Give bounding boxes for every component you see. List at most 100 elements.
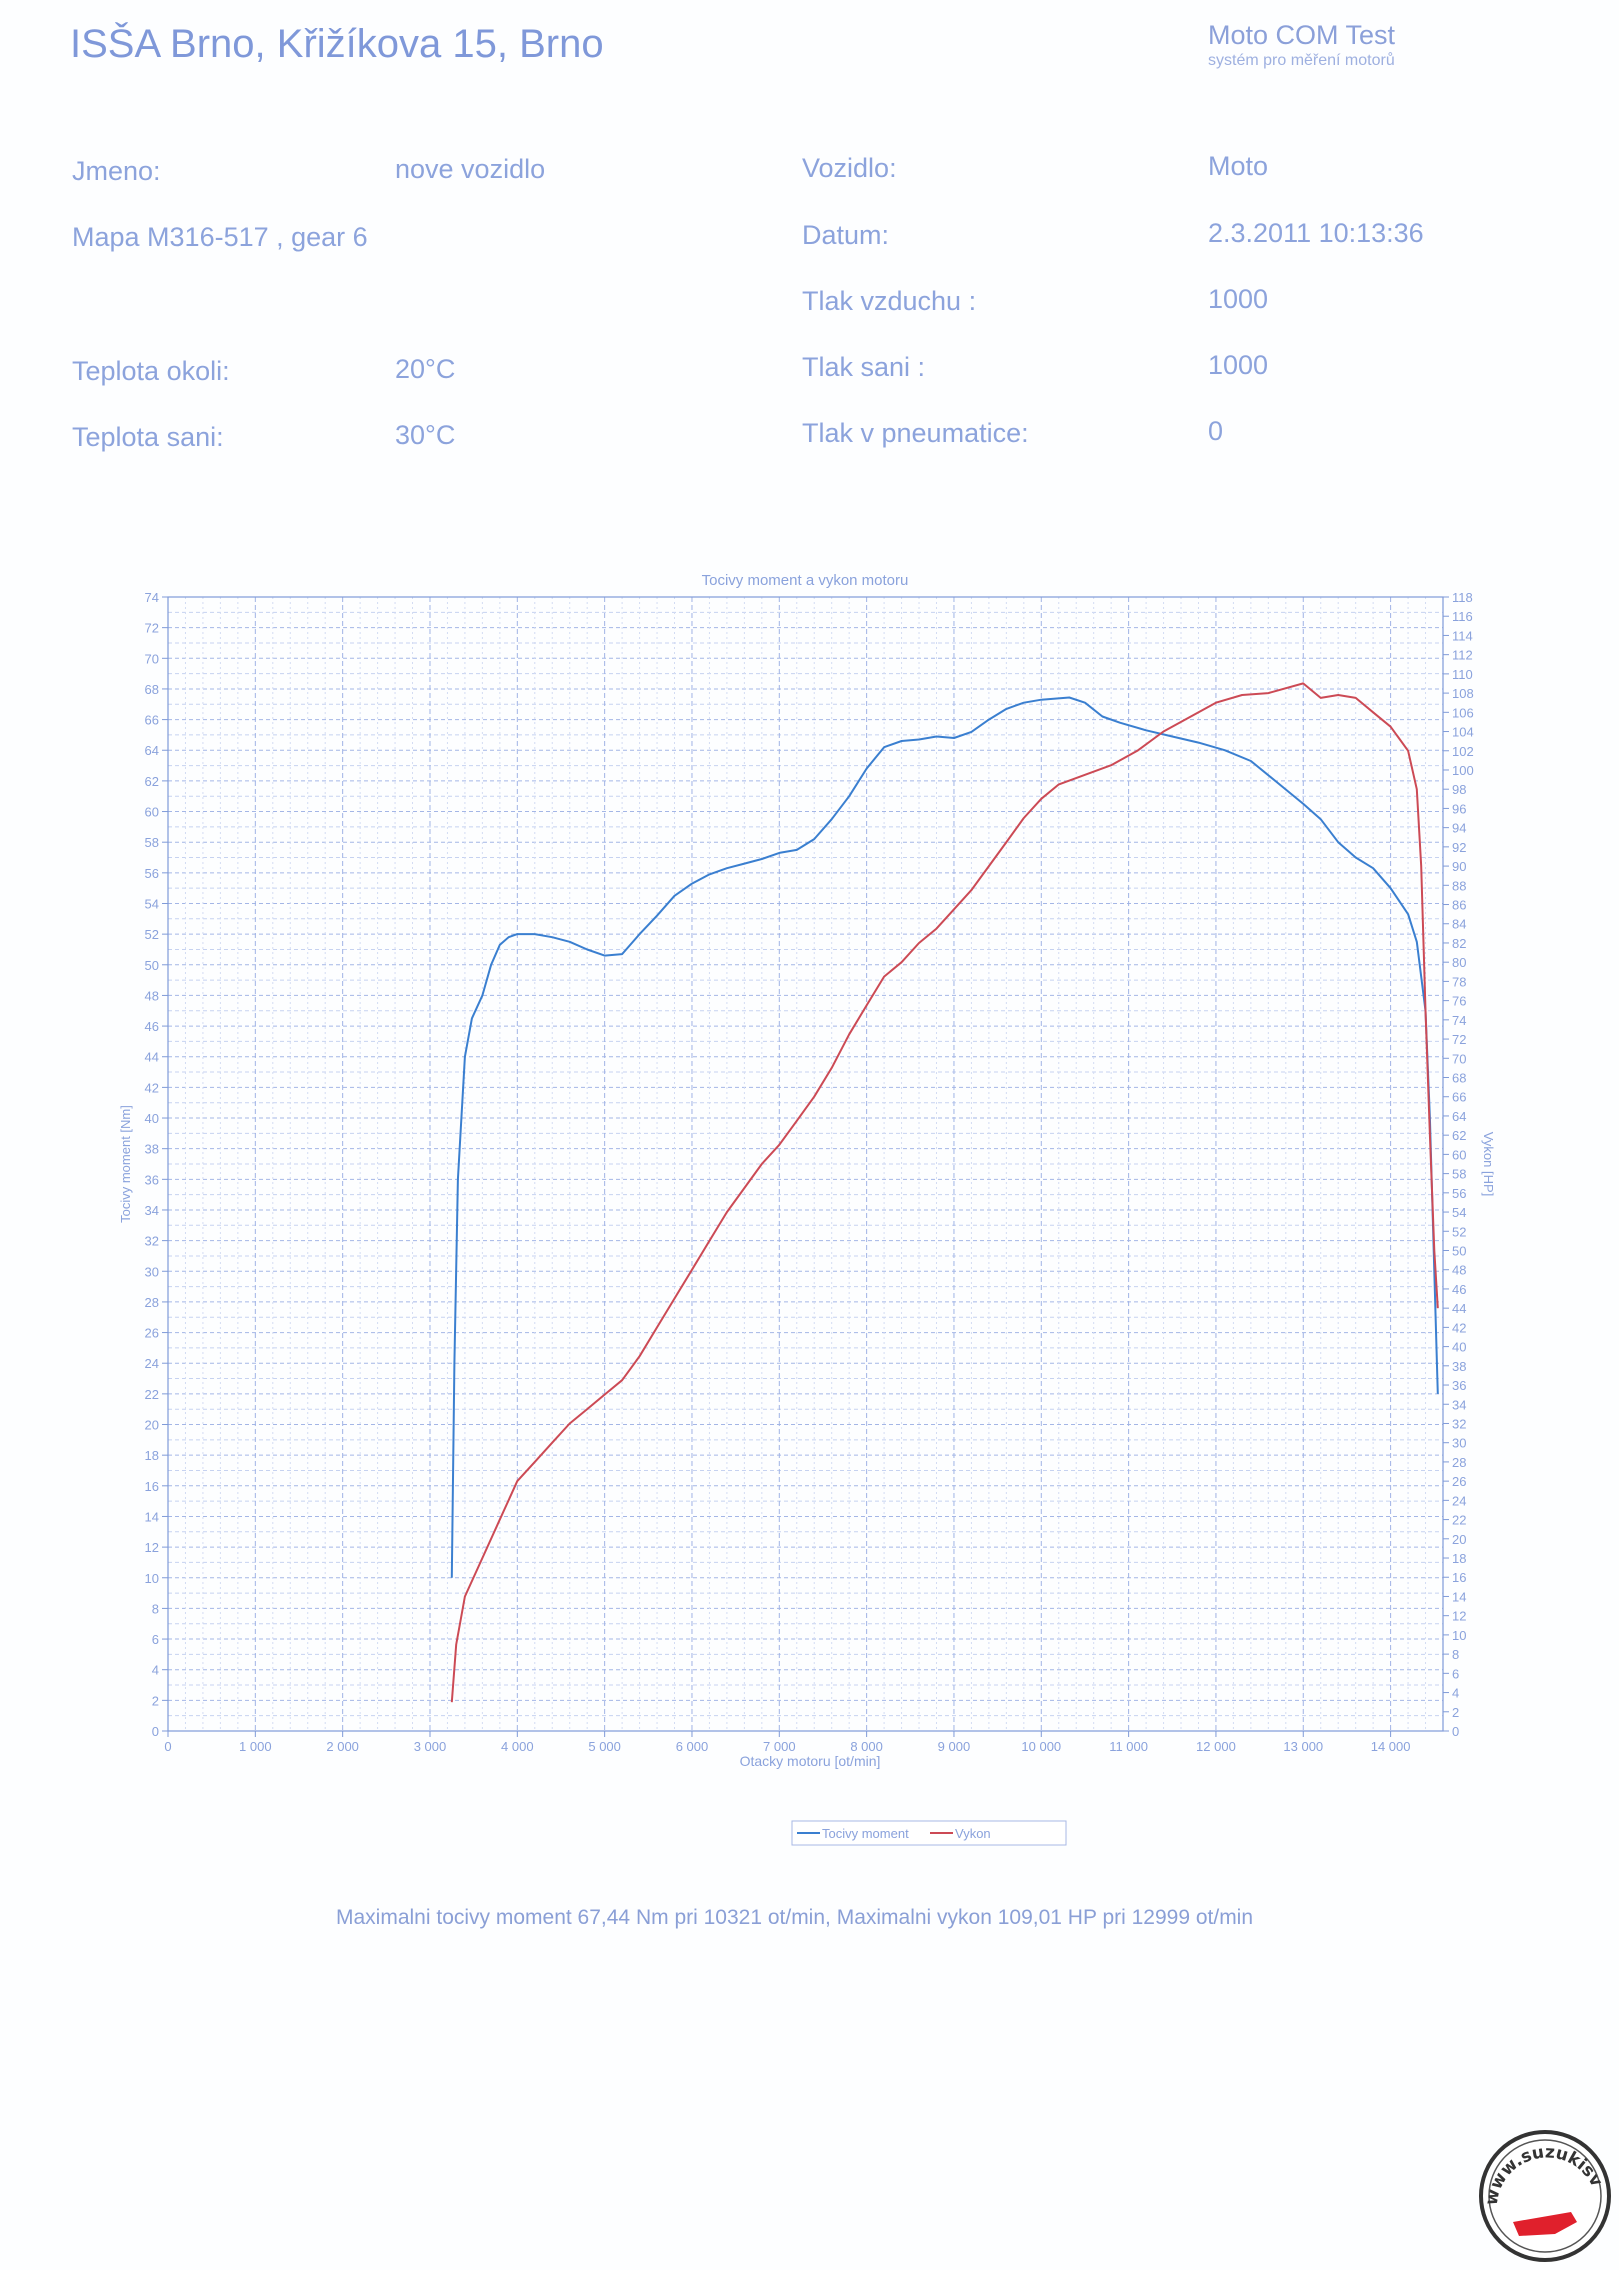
y2-tick-label: 2 <box>1452 1705 1459 1720</box>
y-tick-label: 36 <box>145 1172 159 1187</box>
y-tick-label: 4 <box>152 1663 159 1678</box>
y2-tick-label: 56 <box>1452 1186 1466 1201</box>
max-values-summary: Maximalni tocivy moment 67,44 Nm pri 103… <box>336 1906 1254 1929</box>
y2-tick-label: 26 <box>1452 1474 1466 1489</box>
y2-tick-label: 92 <box>1452 840 1466 855</box>
y-tick-label: 50 <box>145 958 159 973</box>
tlak-pneu-label: Tlak v pneumatice: <box>802 418 1029 448</box>
x-tick-label: 14 000 <box>1371 1739 1411 1754</box>
y-tick-label: 72 <box>145 621 159 636</box>
datum-label: Datum: <box>802 220 890 250</box>
y2-axis-label: Vykon [HP] <box>1481 1132 1496 1197</box>
chart-legend: Tocivy moment Vykon <box>791 1820 1067 1846</box>
y-tick-label: 56 <box>145 866 159 881</box>
series-line-vykon <box>450 682 1439 1703</box>
y-tick-label: 64 <box>145 743 159 758</box>
y2-tick-label: 104 <box>1452 725 1474 740</box>
tlak-vzduchu-value: 1000 <box>1208 284 1269 314</box>
y-tick-label: 10 <box>145 1571 159 1586</box>
y2-tick-label: 42 <box>1452 1320 1466 1335</box>
y2-tick-label: 46 <box>1452 1282 1466 1297</box>
jmeno-value: nove vozidlo <box>395 154 546 184</box>
y2-tick-label: 6 <box>1452 1666 1459 1681</box>
y2-tick-label: 20 <box>1452 1532 1466 1547</box>
y-tick-label: 18 <box>145 1448 159 1463</box>
mapa-label: Mapa M316-517 , gear 6 <box>72 222 368 252</box>
y2-axis-ticks: 0246810121416182022242628303234363840424… <box>1443 590 1474 1739</box>
x-tick-label: 5 000 <box>588 1739 621 1754</box>
y-tick-label: 46 <box>145 1019 159 1034</box>
teplota-okoli-label: Teplota okoli: <box>72 356 230 386</box>
y-tick-label: 68 <box>145 682 159 697</box>
y2-tick-label: 116 <box>1452 609 1473 624</box>
y2-tick-label: 88 <box>1452 878 1466 893</box>
y-tick-label: 38 <box>145 1142 159 1157</box>
y2-tick-label: 68 <box>1452 1071 1466 1086</box>
y2-tick-label: 96 <box>1452 801 1466 816</box>
y2-tick-label: 78 <box>1452 974 1466 989</box>
y2-tick-label: 90 <box>1452 859 1466 874</box>
x-tick-label: 8 000 <box>850 1739 883 1754</box>
brand-name: Moto COM Test <box>1208 20 1396 50</box>
x-axis-ticks: 0 1 000 2 000 3 000 4 000 5 000 6 000 7 000 8 00… <box>164 1731 1410 1754</box>
y2-tick-label: 114 <box>1452 628 1473 643</box>
y-tick-label: 8 <box>152 1601 159 1616</box>
x-tick-label: 10 000 <box>1021 1739 1061 1754</box>
y2-tick-label: 72 <box>1452 1032 1466 1047</box>
x-tick-label: 6 000 <box>676 1739 709 1754</box>
y-tick-label: 44 <box>145 1050 159 1065</box>
y-tick-label: 6 <box>152 1632 159 1647</box>
x-tick-label: 7 000 <box>763 1739 796 1754</box>
x-tick-label: 12 000 <box>1196 1739 1236 1754</box>
y-tick-label: 0 <box>152 1724 159 1739</box>
y-tick-label: 34 <box>145 1203 159 1218</box>
page-title: ISŠA Brno, Křižíkova 15, Brno <box>70 22 604 66</box>
y2-tick-label: 0 <box>1452 1724 1459 1739</box>
y2-tick-label: 66 <box>1452 1090 1466 1105</box>
plot-frame <box>167 596 1444 1732</box>
y-tick-label: 42 <box>145 1080 159 1095</box>
x-tick-label: 4 000 <box>501 1739 534 1754</box>
y2-tick-label: 40 <box>1452 1340 1466 1355</box>
y-tick-label: 32 <box>145 1234 159 1249</box>
suzukisv-stamp-logo: www.suzukisv.cz <box>1475 2126 1611 2262</box>
y2-tick-label: 100 <box>1452 763 1474 778</box>
y2-tick-label: 14 <box>1452 1589 1466 1604</box>
y2-tick-label: 50 <box>1452 1243 1466 1258</box>
y-tick-label: 48 <box>145 988 159 1003</box>
stamp-ring <box>1479 2130 1611 2262</box>
y-tick-label: 22 <box>145 1387 159 1402</box>
y2-tick-label: 80 <box>1452 955 1466 970</box>
y2-tick-label: 22 <box>1452 1513 1466 1528</box>
y2-tick-label: 74 <box>1452 1013 1466 1028</box>
y2-tick-label: 54 <box>1452 1205 1466 1220</box>
x-axis-label: Otacky motoru [ot/min] <box>740 1753 881 1769</box>
y2-tick-label: 112 <box>1452 648 1473 663</box>
tlak-pneu-value: 0 <box>1208 416 1224 446</box>
y2-tick-label: 4 <box>1452 1686 1459 1701</box>
x-tick-label: 9 000 <box>938 1739 971 1754</box>
y2-tick-label: 10 <box>1452 1628 1466 1643</box>
teplota-okoli-value: 20°C <box>395 354 456 384</box>
y-tick-label: 54 <box>145 896 159 911</box>
stamp-logo-mark <box>1513 2212 1577 2236</box>
y2-tick-label: 8 <box>1452 1647 1459 1662</box>
x-tick-label: 3 000 <box>414 1739 447 1754</box>
y-tick-label: 40 <box>145 1111 159 1126</box>
y-tick-label: 60 <box>145 805 159 820</box>
y2-tick-label: 108 <box>1452 686 1474 701</box>
y2-tick-label: 34 <box>1452 1397 1466 1412</box>
y2-tick-label: 106 <box>1452 705 1474 720</box>
y-tick-label: 26 <box>145 1326 159 1341</box>
teplota-sani-value: 30°C <box>395 420 456 450</box>
y-tick-label: 58 <box>145 835 159 850</box>
x-tick-label: 0 <box>164 1739 171 1754</box>
y2-tick-label: 64 <box>1452 1109 1466 1124</box>
jmeno-label: Jmeno: <box>72 156 161 186</box>
dyno-chart: 0246810121416182022242628303234363840424… <box>118 572 1496 1846</box>
chart-grid <box>168 597 1443 1731</box>
y2-tick-label: 82 <box>1452 936 1466 951</box>
y2-tick-label: 84 <box>1452 917 1466 932</box>
y2-tick-label: 38 <box>1452 1359 1466 1374</box>
y-tick-label: 28 <box>145 1295 159 1310</box>
